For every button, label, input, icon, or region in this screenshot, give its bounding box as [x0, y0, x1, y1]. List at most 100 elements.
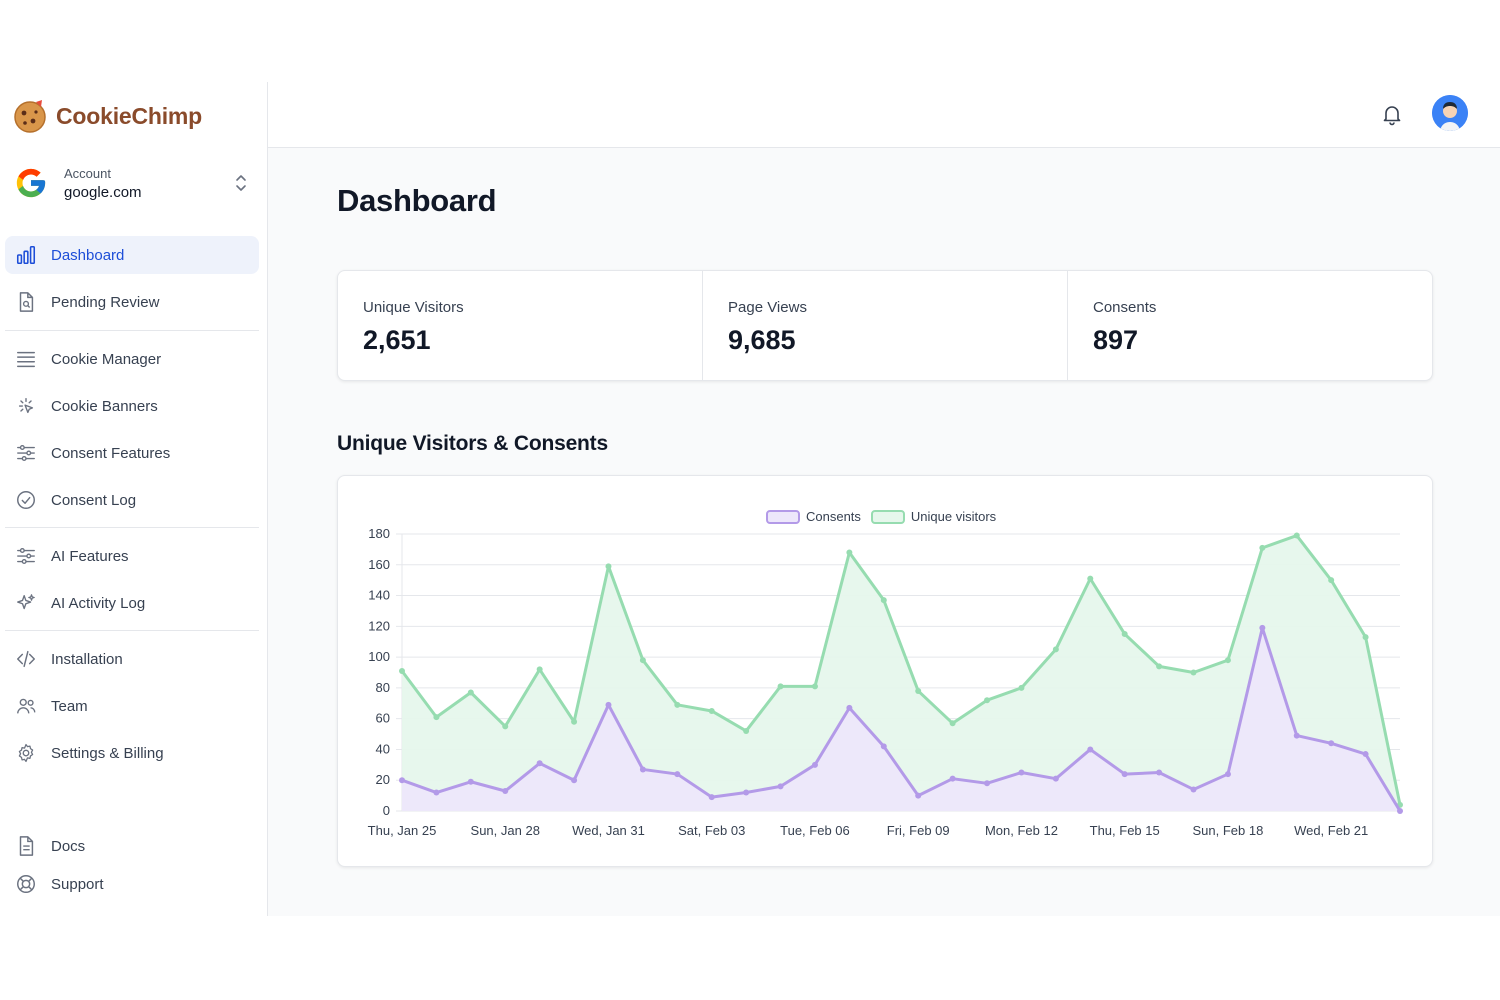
- unique-visitors-point: [1362, 634, 1369, 641]
- unique-visitors-point: [846, 549, 853, 556]
- unique-visitors-point: [743, 727, 750, 734]
- sidebar-item-dashboard[interactable]: Dashboard: [5, 236, 259, 274]
- legend-label: Unique visitors: [910, 509, 997, 524]
- sliders-icon: [13, 440, 39, 466]
- brand-logo[interactable]: CookieChimp: [12, 99, 202, 133]
- document-icon: [13, 833, 39, 859]
- consents-point: [639, 766, 646, 773]
- legend-item-unique-visitors[interactable]: Unique visitors: [870, 509, 997, 524]
- stat-value: 897: [1093, 325, 1139, 355]
- sidebar-item-label: Docs: [51, 837, 86, 855]
- unique-visitors-area: [402, 535, 1400, 811]
- account-value: google.com: [64, 183, 142, 201]
- sidebar-item-consent-log[interactable]: Consent Log: [5, 481, 259, 519]
- consents-point: [846, 704, 853, 711]
- sidebar-item-label: Installation: [51, 650, 123, 668]
- notification-bell-icon[interactable]: [1380, 102, 1404, 126]
- page-title: Dashboard: [337, 183, 497, 218]
- unique-visitors-point: [1156, 663, 1163, 670]
- stat-page-views: Page Views 9,685: [703, 271, 1068, 380]
- consents-point: [1156, 769, 1163, 776]
- top-bar: [268, 82, 1500, 148]
- unique-visitors-point: [1087, 575, 1094, 582]
- avatar-face-icon: [1432, 95, 1468, 131]
- y-tick-label: 80: [376, 680, 390, 695]
- unique-visitors-point: [433, 714, 440, 721]
- x-tick-label: Sun, Jan 28: [471, 823, 540, 838]
- users-icon: [13, 693, 39, 719]
- consents-point: [1018, 769, 1025, 776]
- sidebar-item-label: Settings & Billing: [51, 744, 164, 762]
- sidebar-item-team[interactable]: Team: [5, 687, 259, 725]
- chart-legend: Consents Unique visitors: [766, 509, 1006, 524]
- main-content: Dashboard Unique Visitors 2,651 Page Vie…: [268, 148, 1500, 916]
- consents-point: [1052, 775, 1059, 782]
- sidebar-item-label: AI Activity Log: [51, 594, 146, 612]
- stats-card: Unique Visitors 2,651 Page Views 9,685 C…: [337, 270, 1433, 381]
- consents-point: [880, 743, 887, 750]
- sliders-icon: [13, 543, 39, 569]
- unique-visitors-point: [1259, 544, 1266, 551]
- stat-label: Unique Visitors: [363, 299, 464, 316]
- unique-visitors-line: [400, 534, 1402, 806]
- stat-label: Consents: [1093, 299, 1157, 316]
- sidebar-item-support[interactable]: Support: [5, 865, 259, 903]
- x-tick-label: Sat, Feb 03: [678, 823, 745, 838]
- sidebar-item-cookie-manager[interactable]: Cookie Manager: [5, 340, 259, 378]
- consents-point: [1224, 771, 1231, 778]
- consents-point: [915, 792, 922, 799]
- cursor-click-icon: [13, 393, 39, 419]
- y-tick-label: 120: [368, 618, 390, 633]
- y-tick-label: 160: [368, 557, 390, 572]
- y-tick-label: 60: [376, 711, 390, 726]
- sidebar-item-label: Consent Features: [51, 444, 171, 462]
- nav-group-main: Dashboard Pending Review: [5, 236, 259, 330]
- sidebar-item-pending-review[interactable]: Pending Review: [5, 283, 259, 321]
- sidebar-item-installation[interactable]: Installation: [5, 640, 259, 678]
- list-icon: [13, 346, 39, 372]
- legend-swatch: [766, 509, 800, 524]
- chevron-up-down-icon: [236, 175, 246, 191]
- consents-point: [399, 777, 405, 784]
- bar-chart-icon: [13, 242, 39, 268]
- stat-label: Page Views: [728, 299, 807, 316]
- y-tick-label: 100: [368, 649, 390, 664]
- sidebar-item-docs[interactable]: Docs: [5, 827, 259, 865]
- unique-visitors-point: [605, 563, 612, 570]
- x-tick-label: Tue, Feb 06: [780, 823, 850, 838]
- sidebar-item-settings-billing[interactable]: Settings & Billing: [5, 734, 259, 772]
- app-window: CookieChimp Account google.com: [0, 82, 1500, 916]
- unique-visitors-point: [1224, 657, 1231, 664]
- consents-point: [1259, 624, 1266, 631]
- sidebar-item-ai-activity-log[interactable]: AI Activity Log: [5, 584, 259, 622]
- consents-point: [1190, 786, 1197, 793]
- chart-card: 0 20 40 60 80 100 120 140 160 180 Thu, Jan 25 Sun, …: [337, 475, 1433, 867]
- legend-swatch: [870, 509, 905, 524]
- chart-section-title: Unique Visitors & Consents: [337, 432, 608, 455]
- x-tick-label: Thu, Jan 25: [368, 823, 437, 838]
- sidebar-item-label: AI Features: [51, 547, 129, 565]
- sidebar-item-cookie-banners[interactable]: Cookie Banners: [5, 387, 259, 425]
- nav-divider: [5, 330, 259, 331]
- sparkles-icon: [13, 590, 39, 616]
- sidebar-item-consent-features[interactable]: Consent Features: [5, 434, 259, 472]
- sidebar-item-label: Dashboard: [51, 246, 125, 264]
- user-avatar[interactable]: [1432, 95, 1468, 131]
- sidebar-item-ai-features[interactable]: AI Features: [5, 537, 259, 575]
- stat-consents: Consents 897: [1068, 271, 1432, 380]
- sidebar-item-label: Support: [51, 875, 104, 893]
- x-tick-label: Mon, Feb 12: [985, 823, 1058, 838]
- unique-visitors-point: [536, 666, 543, 673]
- sidebar: CookieChimp Account google.com: [0, 82, 268, 916]
- consents-point: [1362, 751, 1369, 758]
- unique-visitors-point: [984, 697, 991, 704]
- y-tick-label: 40: [376, 741, 390, 756]
- unique-visitors-point: [1328, 577, 1335, 584]
- stat-value: 2,651: [363, 325, 431, 355]
- account-switcher[interactable]: Account google.com: [14, 162, 254, 204]
- legend-item-consents[interactable]: Consents: [766, 509, 861, 524]
- unique-visitors-point: [1121, 631, 1128, 638]
- stat-value: 9,685: [728, 325, 796, 355]
- consents-point: [1087, 746, 1094, 753]
- consents-point: [502, 787, 509, 794]
